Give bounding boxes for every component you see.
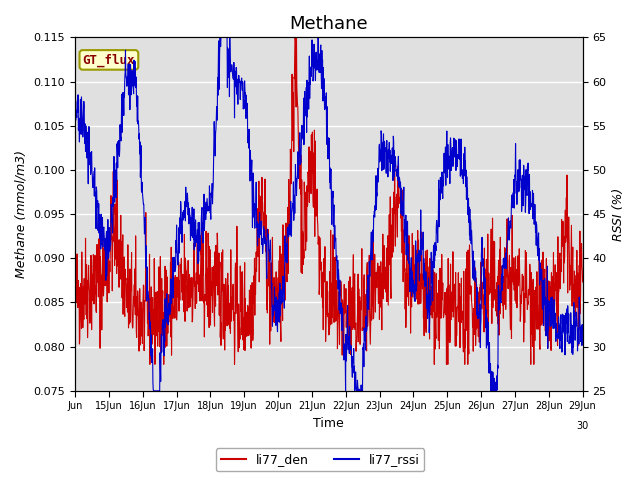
Title: Methane: Methane — [289, 15, 368, 33]
Text: 30: 30 — [577, 421, 589, 432]
Text: GT_flux: GT_flux — [83, 53, 135, 67]
Y-axis label: Methane (mmol/m3): Methane (mmol/m3) — [15, 150, 28, 278]
Legend: li77_den, li77_rssi: li77_den, li77_rssi — [216, 448, 424, 471]
Y-axis label: RSSI (%): RSSI (%) — [612, 188, 625, 240]
X-axis label: Time: Time — [314, 417, 344, 430]
